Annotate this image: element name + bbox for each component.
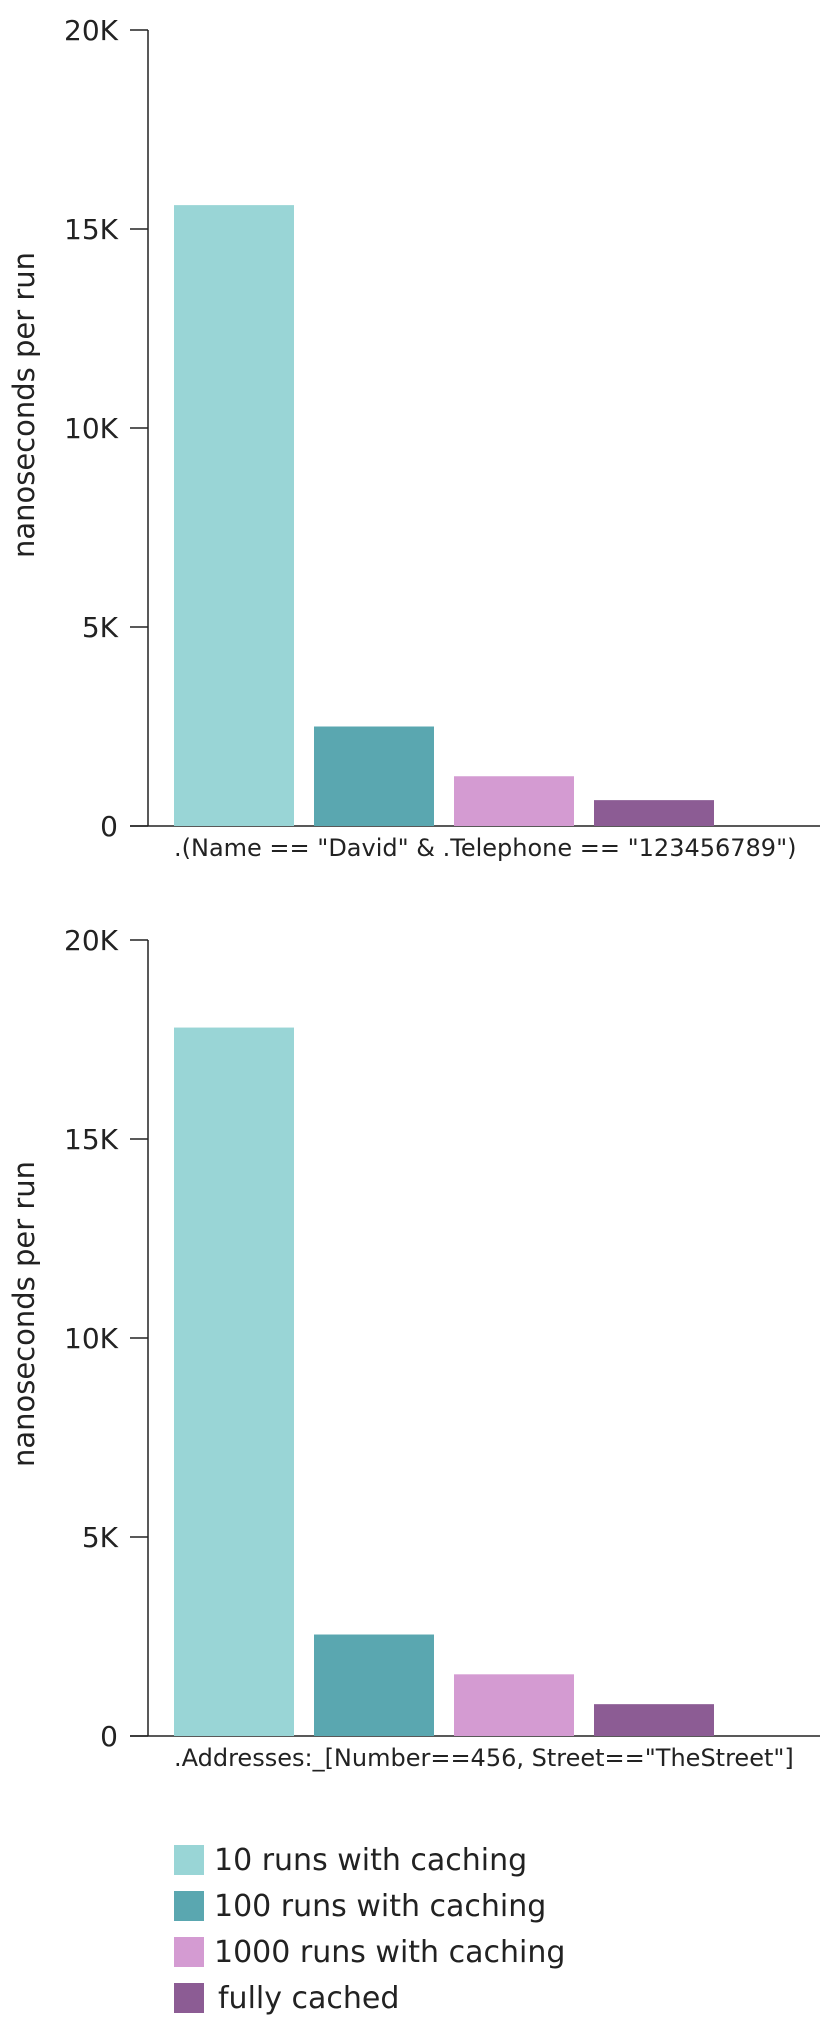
chart-2: nanoseconds per run 20K 15K 10K 5K 0 .Addres…: [7, 924, 820, 1772]
chart-1-bar-10-runs: [174, 205, 294, 826]
chart-2-y-tick-label: 5K: [82, 1521, 119, 1554]
chart-1-bar-100-runs: [314, 726, 434, 826]
chart-1-y-tick-label: 0: [100, 810, 118, 843]
chart-1-y-tick-label: 20K: [64, 14, 119, 47]
chart-1: nanoseconds per run 20K 15K 10K 5K 0 .(Name …: [7, 14, 820, 862]
legend-label-1000-runs: 1000 runs with caching: [214, 1935, 565, 1970]
chart-1-y-tick-label: 10K: [64, 412, 119, 445]
chart-1-category-label: .(Name == "David" & .Telephone == "12345…: [174, 834, 796, 862]
chart-2-y-axis-title: nanoseconds per run: [7, 1161, 41, 1467]
chart-1-y-ticks: 20K 15K 10K 5K 0: [64, 14, 148, 843]
chart-2-bar-10-runs: [174, 1027, 294, 1736]
legend-swatch-fully-cached: [174, 1983, 204, 2013]
chart-2-bar-1000-runs: [454, 1674, 574, 1736]
legend-swatch-100-runs: [174, 1891, 204, 1921]
legend-label-100-runs: 100 runs with caching: [214, 1889, 546, 1924]
legend-swatch-10-runs: [174, 1845, 204, 1875]
chart-1-y-tick-label: 5K: [82, 611, 119, 644]
chart-2-category-label: .Addresses:_[Number==456, Street=="TheSt…: [174, 1744, 794, 1772]
chart-1-y-axis-title: nanoseconds per run: [7, 252, 41, 558]
legend-swatch-1000-runs: [174, 1937, 204, 1967]
legend-label-10-runs: 10 runs with caching: [214, 1843, 527, 1878]
chart-2-bars: [174, 1027, 714, 1736]
legend: 10 runs with caching 100 runs with cachi…: [174, 1843, 565, 2016]
chart-2-y-tick-label: 20K: [64, 924, 119, 957]
chart-1-bar-fully-cached: [594, 800, 714, 826]
chart-2-y-ticks: 20K 15K 10K 5K 0: [64, 924, 148, 1753]
chart-2-y-tick-label: 15K: [64, 1123, 119, 1156]
chart-2-bar-fully-cached: [594, 1704, 714, 1736]
chart-2-y-tick-label: 10K: [64, 1322, 119, 1355]
chart-1-bar-1000-runs: [454, 776, 574, 826]
chart-1-bars: [174, 205, 714, 826]
chart-2-y-tick-label: 0: [100, 1720, 118, 1753]
chart-1-y-tick-label: 15K: [64, 213, 119, 246]
legend-label-fully-cached: fully cached: [218, 1981, 399, 2016]
chart-2-bar-100-runs: [314, 1634, 434, 1736]
